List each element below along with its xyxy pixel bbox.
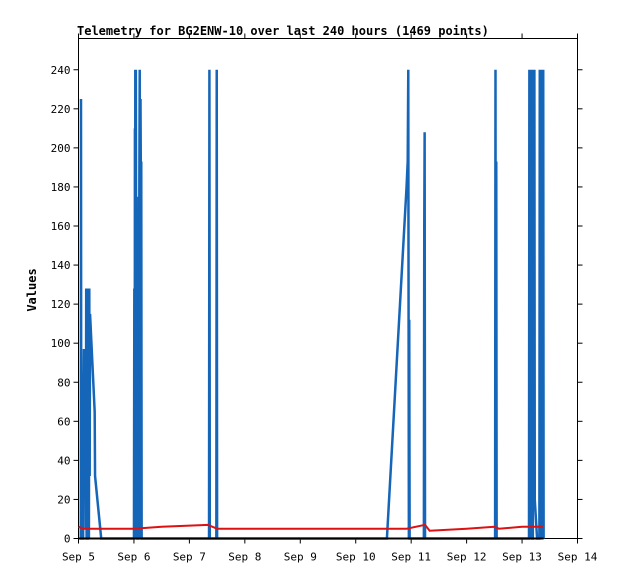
y-axis-ticks: 0 20 40 60 80 100 120 140 160 180 200 220 240 [51,64,583,546]
y-tick-label: 180 [51,181,71,194]
x-tick-label: Sep 12 [447,551,487,564]
x-axis-ticks: Sep 5 Sep 6 Sep 7 Sep 8 Sep 9 Sep 10 Sep 11 Sep… [62,33,598,564]
series-layer [78,69,545,540]
y-tick-label: 220 [51,103,71,116]
x-tick-label: Sep 6 [117,551,150,564]
y-tick-label: 100 [51,337,71,350]
y-tick-label: 160 [51,220,71,233]
series-line-2 [78,523,543,532]
y-tick-label: 200 [51,142,71,155]
x-tick-label: Sep 9 [284,551,317,564]
x-tick-label: Sep 11 [391,551,431,564]
y-tick-label: 140 [51,259,71,272]
y-tick-label: 60 [57,415,70,428]
x-tick-label: Sep 7 [173,551,206,564]
chart-title: Telemetry for BG2ENW-10 over last 240 ho… [77,24,489,38]
x-tick-label: Sep 14 [558,551,598,564]
series-line-1 [79,69,545,540]
y-tick-label: 80 [57,376,70,389]
y-tick-label: 240 [51,64,71,77]
x-tick-label: Sep 8 [228,551,261,564]
y-axis-label: Values [25,268,39,311]
x-tick-label: Sep 13 [502,551,542,564]
plot-area-frame [78,38,578,539]
y-tick-label: 0 [64,533,71,546]
x-tick-label: Sep 5 [62,551,95,564]
y-tick-label: 20 [57,493,70,506]
x-tick-label: Sep 10 [336,551,376,564]
y-tick-label: 40 [57,454,70,467]
y-tick-label: 120 [51,298,71,311]
